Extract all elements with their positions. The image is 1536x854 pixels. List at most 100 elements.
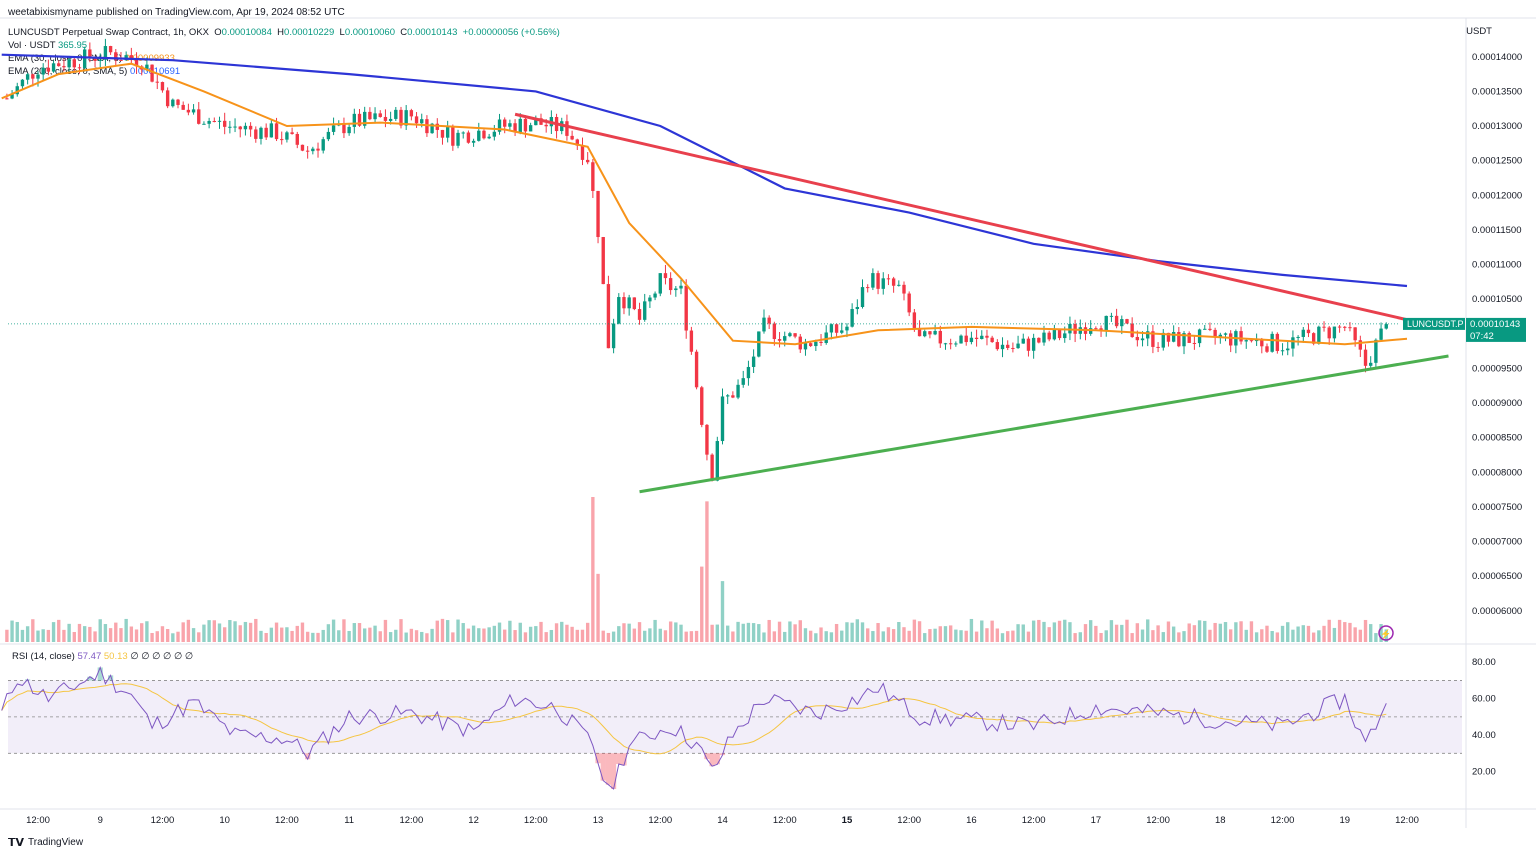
candle-body <box>1353 327 1357 341</box>
volume-bar <box>596 573 600 642</box>
volume-bar <box>321 629 325 642</box>
volume-bar <box>689 631 694 642</box>
time-tick-label: 14 <box>717 815 728 826</box>
volume-bar <box>881 631 885 642</box>
volume-bar <box>93 631 97 642</box>
candle-body <box>129 55 134 59</box>
candle-body <box>746 366 751 379</box>
volume-bar <box>902 627 906 642</box>
candle-body <box>388 118 393 121</box>
volume-bar <box>222 627 227 642</box>
legend-symbol[interactable]: LUNCUSDT Perpetual Swap Contract, 1h, OK… <box>8 27 209 38</box>
volume-bar <box>954 629 958 642</box>
candle-body <box>274 123 279 140</box>
candle-body <box>917 327 922 337</box>
volume-bar <box>503 629 507 642</box>
candle-body <box>1151 331 1155 347</box>
volume-bar <box>57 619 61 642</box>
candle-body <box>757 331 761 357</box>
volume-bar <box>1063 619 1067 642</box>
candle-body <box>394 109 398 119</box>
volume-bar <box>1140 629 1145 642</box>
volume-bar <box>1156 625 1160 642</box>
volume-bar <box>1348 622 1352 642</box>
candle-body <box>305 150 310 152</box>
candle-body <box>705 424 709 455</box>
time-tick-label: 12:00 <box>1022 815 1046 826</box>
candle-body <box>689 330 694 352</box>
volume-bar <box>331 619 336 642</box>
time-tick-label: 15 <box>842 815 853 826</box>
candle-body <box>1369 362 1373 366</box>
volume-bar <box>25 626 30 642</box>
legend-volume-row[interactable]: Vol · USDT 365.95 <box>8 39 560 52</box>
volume-bar <box>643 630 647 642</box>
currency-label[interactable]: USDT <box>1466 26 1492 37</box>
candle-body <box>876 273 880 289</box>
volume-bar <box>886 627 891 642</box>
volume-bar <box>1353 627 1357 642</box>
candle-body <box>518 118 522 133</box>
volume-bar <box>373 625 377 642</box>
volume-bar <box>985 628 989 642</box>
candle-body <box>15 86 19 95</box>
candle-body <box>176 99 180 105</box>
volume-bar <box>850 622 854 642</box>
high-value: 0.00010229 <box>284 27 335 38</box>
volume-bar <box>176 631 180 642</box>
price-tick-label: 0.00009500 <box>1472 363 1522 374</box>
volume-bar <box>767 619 771 642</box>
volume-bar <box>217 623 222 642</box>
candle-body <box>165 90 170 107</box>
volume-bar <box>285 627 289 642</box>
candle-body <box>534 118 538 126</box>
volume-bar <box>1187 623 1191 642</box>
candle-body <box>663 273 668 279</box>
volume-bar <box>1254 632 1259 642</box>
volume-bar <box>202 624 206 642</box>
volume-bar <box>1031 620 1036 642</box>
candle-body <box>259 127 263 139</box>
volume-bar <box>181 622 185 642</box>
candle-body <box>767 317 771 324</box>
candle-body <box>1182 333 1186 347</box>
legend-ema200-row[interactable]: EMA (200, close, 0, SMA, 5) 0.00010691 <box>8 65 560 78</box>
candle-body <box>928 331 932 335</box>
volume-bar <box>783 631 787 642</box>
volume-bar <box>160 626 165 642</box>
time-tick-label: 12:00 <box>648 815 672 826</box>
volume-bar <box>777 621 782 642</box>
candle-body <box>368 111 372 120</box>
volume-bar <box>1291 629 1295 642</box>
volume-bar <box>155 631 159 642</box>
volume-bar <box>145 621 149 642</box>
volume-bar <box>632 628 637 642</box>
volume-bar <box>300 622 305 642</box>
volume-bar <box>238 625 242 642</box>
price-tag-value: 0.00010143 <box>1470 319 1520 330</box>
candle-body <box>943 343 948 345</box>
candle-body <box>886 278 891 280</box>
volume-bar <box>1011 630 1015 642</box>
candle-body <box>508 123 512 127</box>
candle-body <box>233 126 237 128</box>
volume-bar <box>134 629 139 642</box>
rsi-legend[interactable]: RSI (14, close) 57.47 50.13 ∅ ∅ ∅ ∅ ∅ ∅ <box>12 651 193 662</box>
alert-icon-glyph: ⚡ <box>1380 628 1391 640</box>
symbol-tag-label: LUNCUSDT.P <box>1407 319 1464 329</box>
volume-bar <box>891 629 896 642</box>
volume-bar <box>1301 625 1305 642</box>
volume-bar <box>295 625 299 642</box>
candle-body <box>881 278 885 289</box>
candle-body <box>20 79 25 87</box>
volume-bar <box>694 630 699 642</box>
candle-body <box>528 125 533 132</box>
candle-body <box>1094 328 1098 330</box>
volume-bar <box>248 622 253 642</box>
footer: 𝗧𝗩 TradingView <box>8 836 83 849</box>
candle-body <box>1166 332 1171 342</box>
candle-body <box>1114 315 1119 327</box>
candle-body <box>1052 329 1057 340</box>
candle-body <box>1327 327 1331 339</box>
